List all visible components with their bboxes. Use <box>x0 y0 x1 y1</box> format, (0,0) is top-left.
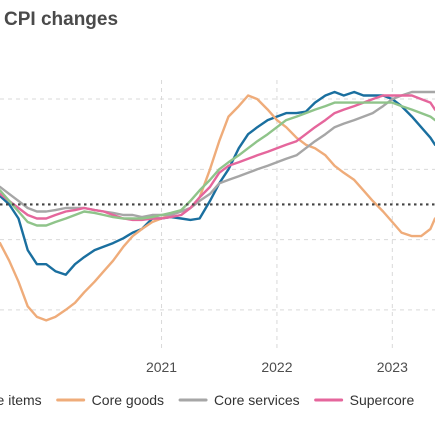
x-tick-label: 2021 <box>146 359 177 375</box>
series-line-core-services <box>0 90 435 219</box>
x-tick-label: 2022 <box>261 359 292 375</box>
legend-label-supercore: Supercore <box>350 392 415 408</box>
series-line-core-goods <box>0 94 435 322</box>
grid <box>0 80 435 352</box>
series-lines <box>0 90 435 322</box>
x-tick-label: 2023 <box>377 359 408 375</box>
series-line-core-items <box>0 90 435 276</box>
legend: Core items Core goods Core services Superco… <box>0 392 414 408</box>
legend-label-core-services: Core services <box>214 392 300 408</box>
series-line-unlabeled-4 <box>0 101 435 227</box>
chart-title: CPI changes <box>4 9 119 30</box>
legend-label-core-items: Core items <box>0 392 42 408</box>
x-axis-ticks: 2021 2022 2023 <box>146 359 408 375</box>
legend-label-core-goods: Core goods <box>92 392 164 408</box>
